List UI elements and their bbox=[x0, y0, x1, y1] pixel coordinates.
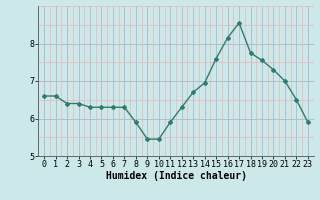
X-axis label: Humidex (Indice chaleur): Humidex (Indice chaleur) bbox=[106, 171, 246, 181]
